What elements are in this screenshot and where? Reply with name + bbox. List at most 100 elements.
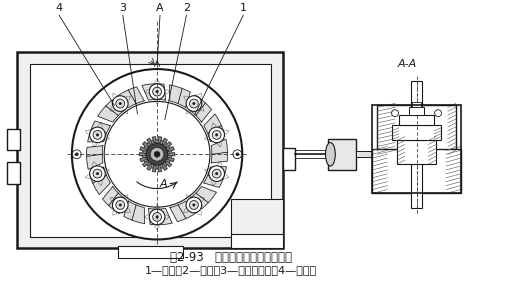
Circle shape — [72, 150, 81, 159]
Circle shape — [215, 134, 218, 136]
Bar — [399, 115, 434, 125]
Bar — [7, 129, 20, 150]
Polygon shape — [88, 121, 110, 142]
Circle shape — [149, 209, 165, 225]
Bar — [377, 105, 456, 154]
Bar — [231, 234, 284, 248]
Circle shape — [90, 127, 105, 143]
Text: 1—工件；2—铣刀；3—回转工作台；4—夹具。: 1—工件；2—铣刀；3—回转工作台；4—夹具。 — [145, 265, 317, 275]
Polygon shape — [165, 161, 172, 167]
Bar — [374, 153, 381, 156]
Circle shape — [112, 197, 128, 213]
Circle shape — [153, 212, 161, 221]
Circle shape — [212, 169, 221, 178]
Circle shape — [119, 204, 122, 206]
Polygon shape — [153, 166, 156, 172]
Circle shape — [72, 69, 242, 239]
Polygon shape — [142, 84, 165, 100]
Circle shape — [112, 96, 128, 111]
Bar — [411, 81, 422, 208]
Circle shape — [90, 166, 105, 182]
Polygon shape — [140, 147, 147, 151]
Circle shape — [209, 127, 224, 143]
Text: 2: 2 — [183, 3, 190, 13]
Circle shape — [149, 84, 165, 99]
Polygon shape — [211, 139, 228, 163]
Circle shape — [143, 140, 172, 169]
Polygon shape — [87, 146, 103, 169]
Polygon shape — [153, 137, 156, 143]
Bar — [356, 151, 374, 157]
Circle shape — [189, 99, 199, 108]
Polygon shape — [140, 157, 147, 162]
Polygon shape — [117, 87, 144, 108]
Circle shape — [156, 216, 158, 218]
Bar — [412, 102, 421, 107]
Circle shape — [75, 153, 78, 156]
Circle shape — [150, 148, 164, 161]
Polygon shape — [170, 201, 197, 222]
Polygon shape — [158, 137, 162, 143]
Circle shape — [236, 153, 239, 156]
Text: A: A — [160, 179, 167, 189]
Polygon shape — [103, 187, 125, 214]
Circle shape — [209, 166, 224, 182]
Circle shape — [119, 102, 122, 105]
Text: 1: 1 — [240, 3, 247, 13]
Text: A: A — [156, 3, 164, 13]
Polygon shape — [143, 161, 149, 167]
Polygon shape — [143, 142, 149, 148]
Bar — [17, 53, 284, 248]
Text: 4: 4 — [55, 3, 63, 13]
Circle shape — [116, 99, 125, 108]
Polygon shape — [139, 153, 146, 156]
Bar — [397, 140, 436, 164]
Polygon shape — [158, 166, 162, 172]
Polygon shape — [147, 164, 152, 170]
Circle shape — [93, 130, 102, 139]
Polygon shape — [168, 157, 174, 162]
Circle shape — [93, 169, 102, 178]
Circle shape — [156, 90, 158, 93]
Polygon shape — [98, 100, 125, 122]
Circle shape — [435, 110, 441, 117]
Circle shape — [104, 101, 210, 207]
Text: 图2-93   圆周进给铣削原理示意图: 图2-93 圆周进给铣削原理示意图 — [169, 251, 292, 264]
Bar — [118, 246, 183, 258]
Circle shape — [153, 150, 161, 158]
Circle shape — [153, 87, 161, 96]
Polygon shape — [147, 138, 152, 145]
Circle shape — [116, 201, 125, 209]
Bar — [328, 139, 356, 170]
Bar — [373, 149, 461, 193]
Text: 3: 3 — [119, 3, 126, 13]
Circle shape — [154, 151, 160, 157]
Polygon shape — [204, 114, 224, 141]
Circle shape — [96, 173, 99, 175]
Text: A-A: A-A — [397, 59, 416, 69]
Bar — [284, 148, 295, 170]
Polygon shape — [168, 147, 174, 151]
Circle shape — [212, 130, 221, 139]
Circle shape — [193, 204, 195, 206]
Circle shape — [96, 134, 99, 136]
Circle shape — [233, 150, 242, 159]
Bar — [392, 125, 441, 140]
Polygon shape — [90, 167, 110, 194]
Bar — [373, 105, 461, 193]
Circle shape — [186, 96, 202, 111]
Polygon shape — [162, 164, 167, 170]
Bar — [409, 107, 425, 115]
Circle shape — [189, 201, 199, 209]
Polygon shape — [204, 167, 227, 187]
Polygon shape — [124, 201, 145, 224]
Ellipse shape — [325, 142, 335, 166]
Polygon shape — [165, 142, 172, 148]
Polygon shape — [162, 138, 167, 145]
Circle shape — [193, 102, 195, 105]
Circle shape — [215, 173, 218, 175]
Bar — [30, 64, 271, 237]
Polygon shape — [189, 95, 212, 122]
Polygon shape — [169, 85, 190, 108]
Circle shape — [186, 197, 202, 213]
